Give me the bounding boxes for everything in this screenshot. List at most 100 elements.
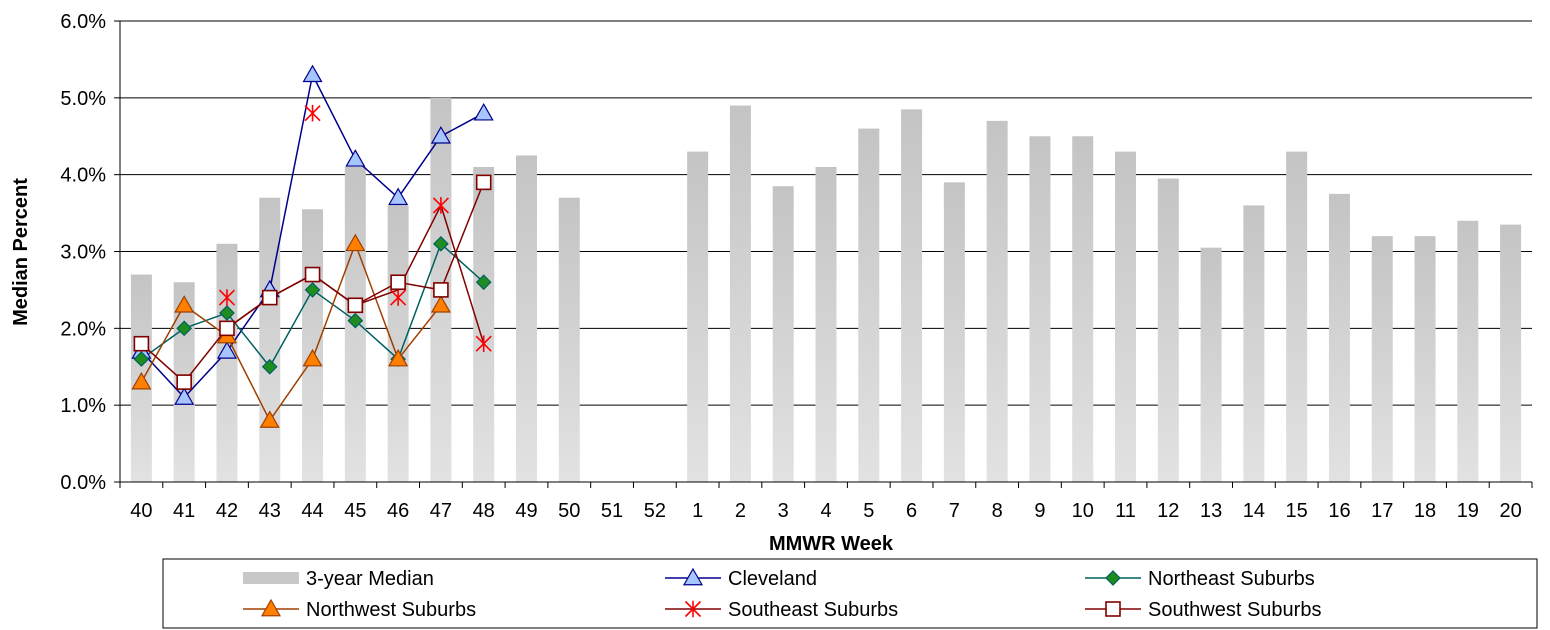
x-tick-label: 4 xyxy=(820,500,831,522)
x-tick-label: 2 xyxy=(735,500,746,522)
median-bar xyxy=(1243,205,1265,482)
marker-northwest-suburbs xyxy=(259,410,280,428)
legend-label: Cleveland xyxy=(728,568,817,590)
legend-item-northeast-suburbs: Northeast Suburbs xyxy=(1085,568,1315,590)
marker-southwest-suburbs xyxy=(133,335,150,352)
x-axis-title: MMWR Week xyxy=(769,533,894,555)
median-bar xyxy=(1371,236,1393,482)
median-bar xyxy=(815,166,837,482)
legend-swatch-marker xyxy=(260,598,282,617)
legend-label: Southwest Suburbs xyxy=(1148,599,1321,621)
x-tick-label: 1 xyxy=(692,500,703,522)
median-bar xyxy=(515,155,537,483)
x-tick-label: 51 xyxy=(601,500,623,522)
median-bar xyxy=(1414,236,1436,482)
marker-northwest-suburbs xyxy=(131,371,152,390)
marker-northeast-suburbs xyxy=(347,312,364,329)
x-tick-label: 11 xyxy=(1115,500,1136,522)
marker-southwest-suburbs xyxy=(261,289,278,306)
x-tick-label: 50 xyxy=(558,500,580,522)
median-bar xyxy=(558,197,580,482)
x-tick-label: 6 xyxy=(906,500,917,522)
marker-southwest-suburbs xyxy=(304,266,321,283)
median-bar xyxy=(1500,224,1522,482)
y-tick-label: 4.0% xyxy=(60,165,106,187)
median-bar xyxy=(687,151,709,482)
x-tick-label: 12 xyxy=(1157,500,1179,522)
median-bar xyxy=(1115,151,1137,482)
marker-cleveland xyxy=(174,387,195,405)
x-tick-label: 3 xyxy=(778,500,789,522)
x-tick-label: 13 xyxy=(1200,500,1222,522)
axes xyxy=(114,20,1533,488)
x-tick-label: 46 xyxy=(387,500,409,522)
x-tick-label: 5 xyxy=(863,500,874,522)
median-bar xyxy=(1072,136,1094,482)
median-bar xyxy=(729,105,751,483)
y-axis-title: Median Percent xyxy=(10,178,32,326)
median-bars xyxy=(130,97,1522,483)
median-bar xyxy=(986,120,1008,482)
legend-swatch-marker xyxy=(1105,601,1121,617)
legend-swatch xyxy=(243,572,299,584)
marker-southeast-suburbs xyxy=(432,197,449,214)
y-tick-label: 6.0% xyxy=(60,11,106,33)
x-tick-label: 48 xyxy=(473,500,495,522)
marker-southwest-suburbs xyxy=(433,282,449,298)
median-bar xyxy=(387,205,409,482)
y-tick-label: 2.0% xyxy=(60,318,106,340)
marker-northwest-suburbs xyxy=(302,348,323,367)
x-tick-label: 42 xyxy=(216,500,238,522)
legend-item-cleveland: Cleveland xyxy=(665,567,817,590)
marker-northeast-suburbs xyxy=(433,235,449,252)
x-tick-label: 17 xyxy=(1371,500,1393,522)
marker-northeast-suburbs xyxy=(133,351,150,367)
legend-box xyxy=(162,558,1538,629)
marker-northwest-suburbs xyxy=(174,295,195,313)
x-tick-label: 47 xyxy=(430,500,452,522)
y-tick-label: 1.0% xyxy=(60,395,106,417)
median-bar xyxy=(1457,220,1479,482)
median-bar xyxy=(943,182,965,482)
marker-cleveland xyxy=(473,102,494,121)
marker-northeast-suburbs xyxy=(176,320,193,337)
median-bar xyxy=(1200,247,1222,482)
x-tick-label: 49 xyxy=(515,500,537,522)
x-tick-label: 41 xyxy=(173,500,195,522)
legend-item-southwest-suburbs: Southwest Suburbs xyxy=(1085,599,1321,621)
median-bar xyxy=(1029,136,1051,482)
median-bar xyxy=(858,128,880,483)
marker-northeast-suburbs xyxy=(261,358,278,375)
marker-southeast-suburbs xyxy=(304,104,321,122)
marker-southwest-suburbs xyxy=(390,274,406,291)
median-bar xyxy=(259,197,281,482)
legend-swatch-marker xyxy=(684,600,702,618)
x-tick-label: 16 xyxy=(1328,500,1350,522)
median-bar xyxy=(1286,151,1308,482)
marker-cleveland xyxy=(430,126,451,144)
marker-cleveland xyxy=(388,187,409,206)
x-tick-label: 9 xyxy=(1034,500,1045,522)
y-tick-labels: 0.0% 1.0% 2.0% 3.0% 4.0% 5.0% 6.0% xyxy=(60,11,106,494)
marker-southeast-suburbs xyxy=(218,289,236,306)
legend-item-northwest-suburbs: Northwest Suburbs xyxy=(243,598,476,621)
legend-item-3-year-median: 3-year Median xyxy=(243,568,434,590)
x-tick-label: 19 xyxy=(1457,500,1479,522)
x-tick-label: 40 xyxy=(130,500,152,522)
legend-label: Northwest Suburbs xyxy=(306,599,476,621)
x-tick-label: 8 xyxy=(992,500,1003,522)
marker-northeast-suburbs xyxy=(304,282,321,298)
x-tick-label: 20 xyxy=(1499,500,1521,522)
legend: 3-year Median Cleveland Northeast Suburbs N… xyxy=(162,558,1538,629)
x-tick-label: 44 xyxy=(301,500,323,522)
marker-cleveland xyxy=(216,341,238,359)
y-tick-label: 5.0% xyxy=(60,88,106,110)
median-bar xyxy=(216,243,238,482)
marker-southwest-suburbs xyxy=(219,320,235,337)
series-markers xyxy=(131,64,494,428)
x-tick-label: 52 xyxy=(644,500,666,522)
median-bar xyxy=(772,186,794,483)
x-tick-label: 43 xyxy=(259,500,281,522)
marker-cleveland xyxy=(302,64,323,83)
